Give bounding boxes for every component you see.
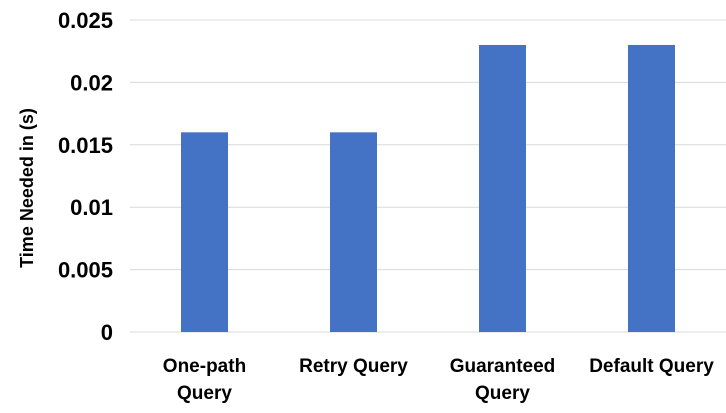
y-tick-label: 0: [101, 320, 113, 345]
x-axis-labels: One-path Query Retry Query Guaranteed Query D…: [163, 356, 714, 404]
y-tick-label: 0.01: [70, 195, 113, 220]
y-tick-label: 0.025: [58, 8, 113, 33]
bar: [628, 44, 675, 333]
y-axis-label: Time Needed in (s): [17, 108, 37, 268]
bar: [479, 44, 526, 333]
bar: [330, 132, 377, 332]
x-tick-label: Guaranteed: [450, 356, 556, 377]
x-tick-label: Query: [475, 383, 530, 404]
bars: [181, 44, 675, 333]
x-tick-label: Query: [177, 383, 232, 404]
x-tick-label: One-path: [163, 356, 246, 377]
x-tick-label: Default Query: [589, 356, 714, 377]
bar: [181, 132, 228, 332]
y-tick-label: 0.005: [58, 258, 113, 283]
y-axis-ticks: 0 0.005 0.01 0.015 0.02 0.025: [58, 8, 113, 345]
y-tick-label: 0.015: [58, 133, 113, 158]
x-tick-label: Retry Query: [299, 356, 408, 377]
y-tick-label: 0.02: [70, 70, 113, 95]
gridlines: [130, 19, 726, 333]
